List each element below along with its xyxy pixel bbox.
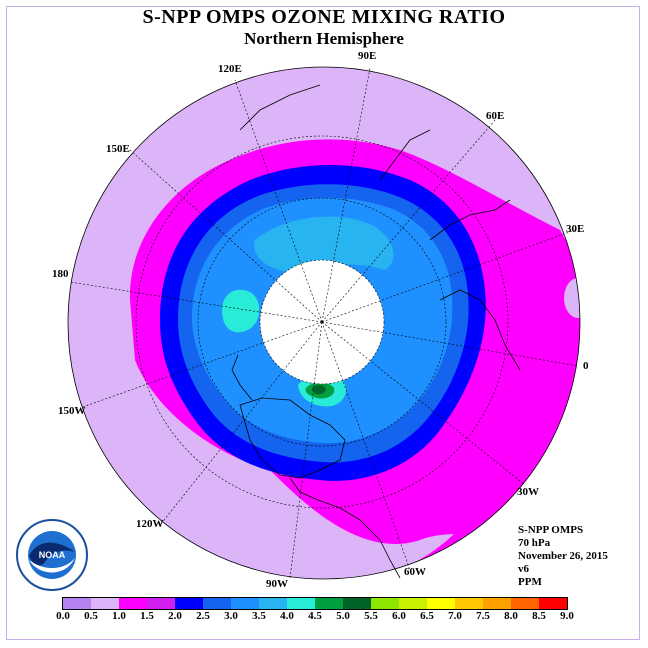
cyan-patch-left xyxy=(222,289,260,333)
info-instrument: S-NPP OMPS xyxy=(518,524,584,536)
graticule xyxy=(69,67,579,579)
map-subtitle: Northern Hemisphere xyxy=(244,29,404,48)
map-boundary xyxy=(67,66,581,580)
legend-swatch xyxy=(287,598,315,609)
legend-tick-label: 5.5 xyxy=(364,610,378,622)
legend-swatch xyxy=(175,598,203,609)
legend-tick-label: 7.0 xyxy=(448,610,462,622)
lon-label-30w: 30W xyxy=(517,486,539,498)
image-frame xyxy=(6,6,640,640)
legend-swatch xyxy=(231,598,259,609)
legend-swatch xyxy=(91,598,119,609)
legend-tick-label: 3.0 xyxy=(224,610,238,622)
noaa-logo-text: NOAA xyxy=(39,550,66,560)
legend-tick-label: 4.0 xyxy=(280,610,294,622)
legend-swatch xyxy=(427,598,455,609)
legend-tick-label: 6.5 xyxy=(420,610,434,622)
legend-swatch xyxy=(343,598,371,609)
legend-tick-label: 2.5 xyxy=(196,610,210,622)
info-version: v6 xyxy=(518,563,529,575)
info-level: 70 hPa xyxy=(518,537,551,549)
lon-label-180: 180 xyxy=(52,268,69,280)
legend-swatch xyxy=(399,598,427,609)
lon-label-120e: 120E xyxy=(218,63,242,75)
legend-swatch xyxy=(371,598,399,609)
legend-swatch xyxy=(539,598,567,609)
legend-tick-label: 4.5 xyxy=(308,610,322,622)
legend-swatch xyxy=(455,598,483,609)
legend-tick-label: 3.5 xyxy=(252,610,266,622)
legend-tick-label: 8.0 xyxy=(504,610,518,622)
legend-tick-label: 0.0 xyxy=(56,610,70,622)
legend-swatch xyxy=(483,598,511,609)
legend-swatch xyxy=(511,598,539,609)
legend-tick-label: 8.5 xyxy=(532,610,546,622)
legend-swatch xyxy=(147,598,175,609)
legend-tick-label: 1.5 xyxy=(140,610,154,622)
lon-label-150e: 150E xyxy=(106,143,130,155)
legend-tick-label: 7.5 xyxy=(476,610,490,622)
info-units: PPM xyxy=(518,576,542,588)
coastlines xyxy=(231,84,521,579)
legend-swatch xyxy=(315,598,343,609)
lon-label-120w: 120W xyxy=(136,518,164,530)
lon-label-150w: 150W xyxy=(58,405,86,417)
color-legend xyxy=(62,597,568,610)
info-date: November 26, 2015 xyxy=(518,550,608,562)
legend-swatch xyxy=(119,598,147,609)
map-title: S-NPP OMPS OZONE MIXING RATIO xyxy=(142,6,506,28)
lon-label-90w: 90W xyxy=(266,578,288,590)
right-edge-bulge xyxy=(564,278,580,318)
legend-tick-label: 9.0 xyxy=(560,610,574,622)
legend-tick-label: 2.0 xyxy=(168,610,182,622)
lon-label-30e: 30E xyxy=(566,223,585,235)
lon-label-90e: 90E xyxy=(358,50,377,62)
legend-swatch xyxy=(259,598,287,609)
noaa-logo-icon: NOAA xyxy=(16,519,88,591)
info-block: S-NPP OMPS 70 hPa November 26, 2015 v6 P… xyxy=(518,524,608,589)
legend-tick-label: 6.0 xyxy=(392,610,406,622)
dark-green-patch xyxy=(311,385,326,395)
legend-tick-label: 5.0 xyxy=(336,610,350,622)
lon-label-60w: 60W xyxy=(404,566,426,578)
legend-tick-label: 0.5 xyxy=(84,610,98,622)
legend-tick-label: 1.0 xyxy=(112,610,126,622)
lon-label-60e: 60E xyxy=(486,110,505,122)
legend-swatch xyxy=(63,598,91,609)
lon-label-0: 0 xyxy=(583,360,589,372)
legend-swatch xyxy=(203,598,231,609)
